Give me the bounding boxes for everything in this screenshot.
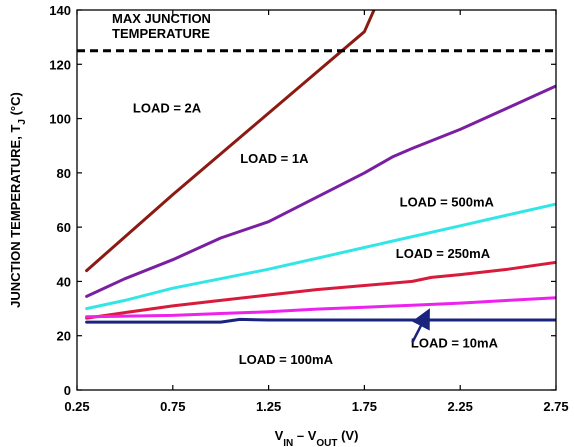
plot-frame [76, 9, 557, 391]
y-tick-label: 20 [57, 329, 71, 344]
series-line-load-2a [85, 10, 376, 273]
y-tick-label: 60 [57, 220, 71, 235]
y-tick-label: 0 [64, 383, 71, 398]
axis-ticks: 0.25 0.75 1.25 1.75 2.25 2.75 0 20 40 60 80 100 120 1… [49, 3, 568, 414]
series-line-load-1a [85, 84, 556, 298]
annotation-arrow [411, 308, 430, 344]
arrow-to-10ma [411, 308, 430, 344]
series-line-load-250ma [85, 260, 556, 320]
series-line-load-10ma [85, 317, 556, 324]
x-tick-label: 0.75 [160, 399, 185, 414]
series-line-load-500ma [85, 202, 556, 311]
series-label-load-1a: LOAD = 1A [240, 151, 309, 166]
x-tick-label: 2.75 [543, 399, 568, 414]
x-tick-label: 1.25 [256, 399, 281, 414]
y-axis-title: JUNCTION TEMPERATURE, TJ (°C) [8, 92, 28, 308]
series-label-load-10ma: LOAD = 10mA [411, 336, 499, 351]
x-tick-label: 0.25 [64, 399, 89, 414]
max-junction-label-line: TEMPERATURE [112, 26, 210, 41]
series-line-load-100ma [85, 296, 556, 319]
y-tick-label: 40 [57, 274, 71, 289]
series-label-load-100ma: LOAD = 100mA [239, 352, 334, 367]
series-label-load-250ma: LOAD = 250mA [396, 246, 491, 261]
series-label-load-2a: LOAD = 2A [133, 101, 202, 116]
y-tick-label: 120 [49, 57, 71, 72]
series-layer [85, 10, 556, 324]
x-axis-title: VIN – VOUT (V) [275, 428, 359, 447]
y-tick-label: 140 [49, 3, 71, 18]
y-tick-label: 80 [57, 166, 71, 181]
max-junction-label-line: MAX JUNCTION [112, 11, 211, 26]
series-label-load-500ma: LOAD = 500mA [400, 194, 495, 209]
series-labels: LOAD = 2A LOAD = 1A LOAD = 500mA LOAD = 250… [133, 101, 499, 367]
x-tick-label: 1.75 [352, 399, 377, 414]
x-tick-label: 2.25 [448, 399, 473, 414]
y-tick-label: 100 [49, 112, 71, 127]
